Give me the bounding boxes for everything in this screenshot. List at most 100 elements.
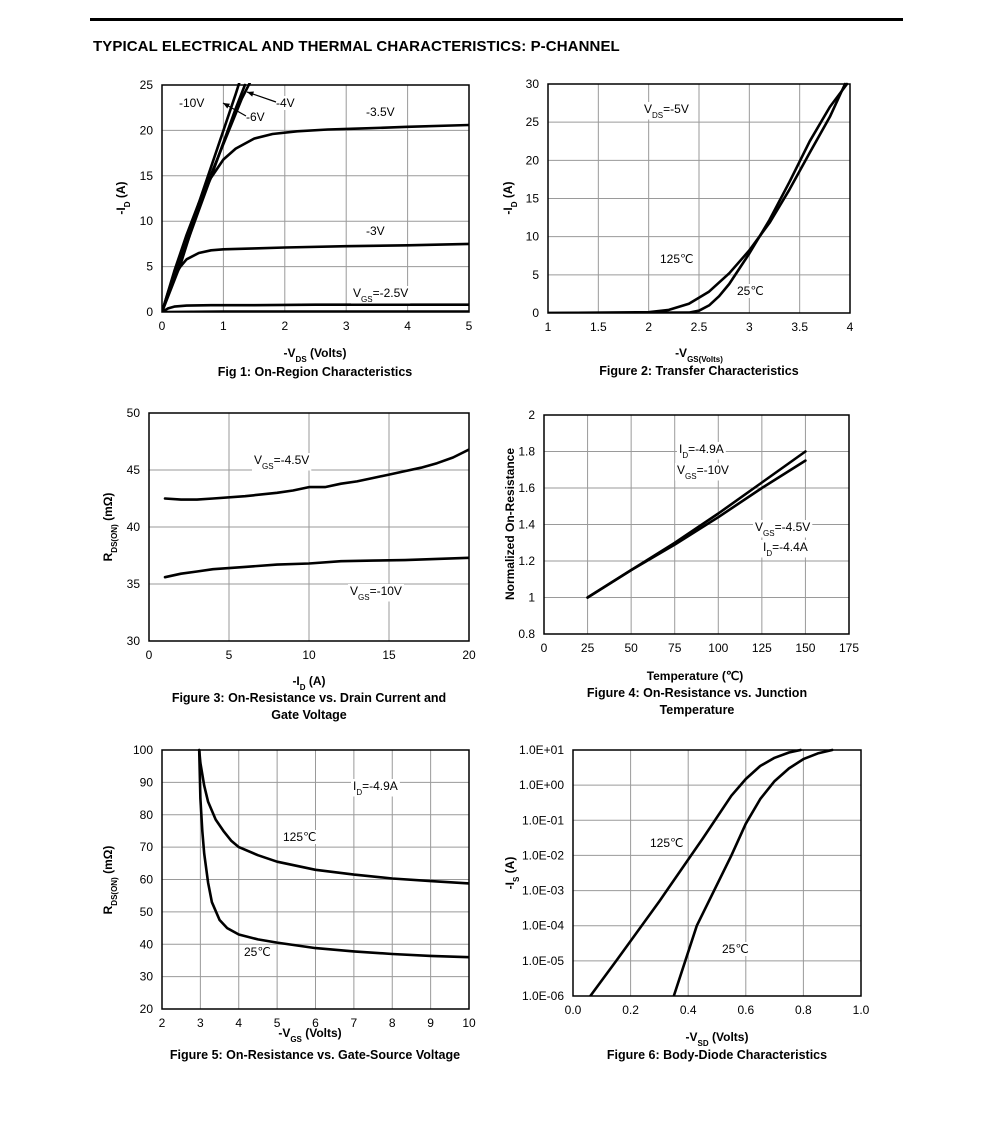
fig2-x-tick-label: 1 xyxy=(545,320,552,334)
fig1-annotation-backing xyxy=(244,110,267,124)
fig4-y-tick-label: 1 xyxy=(528,591,535,605)
fig6-series-line-1 xyxy=(672,748,834,996)
fig2-annotation-backing xyxy=(642,102,691,120)
fig5-chart: 2 3 4 5 6 7 8 9 10 20 30 40 50 60 70 80 90 100 ID=-4.9A 125… xyxy=(101,743,476,1062)
fig4-y-tick-label: 0.8 xyxy=(518,627,535,641)
fig5-x-tick-label: 3 xyxy=(197,1016,204,1030)
fig6-series-line-0 xyxy=(588,748,802,996)
fig4-chart: 0 25 50 75 100 125 150 175 0.8 1 1.2 1.4 1.6 1.8 2 ID=-… xyxy=(503,408,859,717)
fig6-y-tick-label: 1.0E-01 xyxy=(522,813,564,827)
fig5-y-tick-label: 50 xyxy=(140,905,154,919)
fig1-annotation-backing xyxy=(351,286,411,304)
fig3-x-tick-label: 20 xyxy=(462,648,476,662)
fig1-series-line-5 xyxy=(162,303,469,312)
fig4-y-tick-label: 1.6 xyxy=(518,481,535,495)
fig2-y-tick-label: 5 xyxy=(532,268,539,282)
fig1-chart: 0 1 2 3 4 5 0 5 10 15 20 25 -10V -6V -4V -3.5V -3V VGS=-2… xyxy=(114,78,473,379)
fig5-annotation-backing xyxy=(281,830,319,844)
fig1-x-tick-label: 4 xyxy=(404,319,411,333)
fig1-annotation: -3V xyxy=(366,224,385,238)
fig4-x-tick-label: 0 xyxy=(541,641,548,655)
fig5-x-axis-label: -VGS (Volts) xyxy=(278,1026,341,1044)
fig2-x-tick-label: 1.5 xyxy=(590,320,607,334)
fig4-annotation: ID=-4.9A xyxy=(679,442,724,460)
fig1-y-tick-label: 0 xyxy=(146,305,153,319)
fig1-series-line-4 xyxy=(162,242,469,312)
fig5-annotation-backing xyxy=(242,945,273,959)
fig1-y-tick-label: 20 xyxy=(140,123,154,137)
fig5-y-tick-label: 90 xyxy=(140,775,154,789)
fig2-x-tick-label: 3 xyxy=(746,320,753,334)
fig2-y-axis-label: -ID (A) xyxy=(501,181,519,214)
fig3-x-tick-label: 10 xyxy=(302,648,316,662)
fig1-series-line-3 xyxy=(162,123,469,312)
fig1-y-tick-label: 10 xyxy=(140,214,154,228)
fig2-plot-frame xyxy=(547,83,851,314)
fig4-x-tick-label: 150 xyxy=(795,641,815,655)
fig2-annotation: VDS=-5V xyxy=(644,102,689,120)
fig4-y-tick-label: 1.8 xyxy=(518,445,535,459)
fig2-annotation-backing xyxy=(658,252,696,266)
fig3-x-tick-label: 0 xyxy=(146,648,153,662)
fig1-caption: Fig 1: On-Region Characteristics xyxy=(218,365,413,379)
fig2-x-axis-label: -VGS(Volts) xyxy=(675,346,723,364)
fig6-caption: Figure 6: Body-Diode Characteristics xyxy=(607,1048,827,1062)
fig6-y-axis-label: -IS (A) xyxy=(503,857,521,890)
fig1-arrowhead xyxy=(247,91,254,97)
fig1-series-line-6 xyxy=(162,310,469,312)
fig3-x-tick-label: 15 xyxy=(382,648,396,662)
fig3-y-tick-label: 40 xyxy=(127,520,141,534)
fig3-plot-frame xyxy=(148,412,470,642)
fig2-annotation-backing xyxy=(735,284,766,298)
fig4-y-tick-label: 1.4 xyxy=(518,518,535,532)
fig4-y-tick-label: 2 xyxy=(528,408,535,422)
fig1-annotation-backing xyxy=(177,96,207,110)
fig3-series-line-0 xyxy=(163,448,469,501)
fig4-annotation-backing xyxy=(677,442,726,460)
fig2-y-tick-label: 15 xyxy=(526,192,540,206)
fig2-annotation: 125℃ xyxy=(660,252,694,266)
fig3-annotation: VGS=-4.5V xyxy=(254,453,309,471)
fig5-caption: Figure 5: On-Resistance vs. Gate-Source … xyxy=(170,1048,460,1062)
fig2-x-tick-label: 4 xyxy=(847,320,854,334)
fig4-annotation-backing xyxy=(753,520,813,538)
fig3-annotation-backing xyxy=(348,584,404,602)
fig1-y-tick-label: 25 xyxy=(140,78,154,92)
fig4-x-tick-label: 125 xyxy=(752,641,772,655)
fig1-y-tick-label: 5 xyxy=(146,260,153,274)
fig1-annotation: -6V xyxy=(246,110,265,124)
fig1-annotation: VGS=-2.5V xyxy=(353,286,408,304)
fig6-x-tick-label: 0.8 xyxy=(795,1003,812,1017)
fig3-y-axis-label: RDS(ON) (mΩ) xyxy=(101,493,119,562)
fig4-annotation: ID=-4.4A xyxy=(763,540,808,558)
page-title: TYPICAL ELECTRICAL AND THERMAL CHARACTER… xyxy=(93,38,620,55)
fig5-x-tick-label: 2 xyxy=(159,1016,166,1030)
fig5-series-line-0 xyxy=(197,748,469,885)
fig5-annotation: 125℃ xyxy=(283,830,317,844)
fig3-caption: Figure 3: On-Resistance vs. Drain Curren… xyxy=(172,691,446,705)
fig3-y-tick-label: 30 xyxy=(127,634,141,648)
fig2-x-tick-label: 3.5 xyxy=(791,320,808,334)
fig6-x-tick-label: 0.4 xyxy=(680,1003,697,1017)
fig1-y-axis-label: -ID (A) xyxy=(114,181,132,214)
fig5-y-axis-label: RDS(ON) (mΩ) xyxy=(101,846,119,915)
fig6-x-tick-label: 1.0 xyxy=(853,1003,870,1017)
fig3-caption-line2: Gate Voltage xyxy=(271,708,347,722)
fig3-y-tick-label: 50 xyxy=(127,406,141,420)
fig2-series-line-0 xyxy=(548,82,847,313)
fig5-x-tick-label: 9 xyxy=(427,1016,434,1030)
fig5-y-tick-label: 100 xyxy=(133,743,153,757)
fig6-chart: 0.0 0.2 0.4 0.6 0.8 1.0 1.0E-06 1.0E-05 1.0E-04 1… xyxy=(503,743,870,1062)
fig2-y-tick-label: 20 xyxy=(526,153,540,167)
top-rule xyxy=(90,18,903,21)
fig4-series-line-1 xyxy=(586,459,807,599)
fig6-annotation: 25℃ xyxy=(722,942,749,956)
fig3-series-line-1 xyxy=(163,556,469,579)
fig5-y-tick-label: 80 xyxy=(140,808,154,822)
fig4-y-axis-label: Normalized On-Resistance xyxy=(503,448,517,600)
fig5-x-tick-label: 7 xyxy=(351,1016,358,1030)
fig5-annotation-backing xyxy=(351,779,400,797)
fig5-x-tick-label: 6 xyxy=(312,1016,319,1030)
fig3-x-axis-label: -ID (A) xyxy=(292,674,325,692)
fig2-y-tick-label: 10 xyxy=(526,230,540,244)
